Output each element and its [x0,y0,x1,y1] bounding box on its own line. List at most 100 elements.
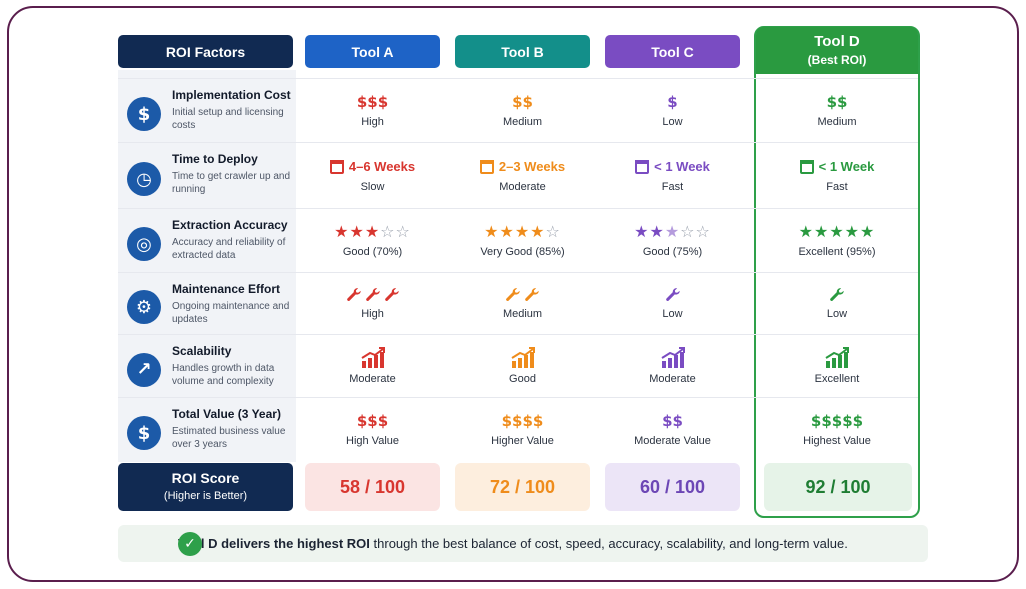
star-icon: ★ [860,222,876,241]
maintenance-label: High [361,308,384,320]
maintenance-cell: Low [605,272,740,334]
accuracy-cell: ★★★★★ Excellent (95%) [756,208,918,272]
row-divider [118,208,918,209]
cost-cell: $$ Medium [756,78,918,142]
header-roi-factors: ROI Factors [118,35,293,68]
header-tool-a-label: Tool A [351,43,394,60]
accuracy-label: Excellent (95%) [798,246,876,258]
star-rating: ★★★☆☆ [634,222,711,242]
cost-label: Medium [502,116,543,128]
cost-symbols: $$$ [356,93,389,111]
scalability-label: Excellent [814,372,860,385]
deploy-cell: < 1 Week Fast [605,142,740,208]
cost-label: Low [662,116,683,128]
wrench-icon [665,288,680,301]
score-tool-d-value: 92 / 100 [805,476,871,497]
factor-desc: Handles growth in data volume and comple… [172,363,275,387]
dollar-icon: $ [127,97,161,131]
calendar-icon [479,160,494,174]
roi-score-sub: (Higher is Better) [163,490,248,502]
dollar-icon: $ [127,416,161,450]
calendar-icon [635,160,650,174]
score-tool-a: 58 / 100 [305,463,440,511]
header-tool-c-label: Tool C [651,43,694,60]
value-label: Moderate Value [634,435,711,447]
summary-bold: Tool D delivers the highest ROI [178,536,370,551]
summary-banner: Tool D delivers the highest ROI through … [118,525,928,562]
deploy-label: Fast [661,181,684,193]
accuracy-cell: ★★★☆☆ Good (75%) [605,208,740,272]
star-icon: ★ [334,222,350,241]
deploy-cell: 4–6 Weeks Slow [305,142,440,208]
cost-cell: $ Low [605,78,740,142]
value-cell: $$$ High Value [305,397,440,461]
star-icon: ★ [829,222,845,241]
score-tool-b-value: 72 / 100 [489,476,556,497]
accuracy-cell: ★★★★☆ Very Good (85%) [455,208,590,272]
factor-title: Time to Deploy [172,152,258,166]
cost-label: Medium [817,116,857,128]
star-icon: ★ [634,222,650,241]
cost-symbols: $$ [512,93,533,111]
star-icon: ★ [530,222,546,241]
deploy-value: 4–6 Weeks [329,157,416,177]
star-icon: ★ [798,222,814,241]
calendar-icon [329,160,344,174]
value-label: High Value [346,435,399,447]
roi-score-label: ROI Score (Higher is Better) [118,463,293,511]
target-icon: ◎ [127,227,161,261]
factor-desc: Time to get crawler up and running [172,171,291,195]
factor-title: Total Value (3 Year) [172,407,281,421]
wrench-group [828,286,846,304]
cost-cell: $$ Medium [455,78,590,142]
maintenance-cell: High [305,272,440,334]
deploy-weeks: 4–6 Weeks [348,159,416,174]
factor-desc: Accuracy and reliability of extracted da… [172,237,286,261]
scalability-cell: Moderate [605,334,740,397]
star-rating: ★★★★☆ [484,222,561,242]
scalability-label: Moderate [649,372,696,385]
score-tool-c-value: 60 / 100 [639,476,706,497]
factor-desc: Estimated business value over 3 years [172,426,286,450]
wrench-group [504,286,541,304]
row-divider [118,397,918,398]
cost-symbols: $ [667,93,678,111]
header-tool-a: Tool A [305,35,440,68]
header-tool-d-sub: (Best ROI) [807,52,867,67]
star-icon: ☆ [695,222,711,241]
star-icon: ★ [813,222,830,241]
row-divider [118,78,918,79]
factor-desc: Ongoing maintenance and updates [172,301,290,325]
value-symbols: $$$$$ [810,412,864,430]
summary-rest: through the best balance of cost, speed,… [369,536,848,551]
trend-up-icon: ↗ [127,352,161,387]
deploy-weeks: < 1 Week [654,159,710,174]
wrench-icon [525,288,539,301]
row-divider [118,334,918,335]
header-roi-factors-label: ROI Factors [165,43,246,60]
maintenance-label: Medium [502,308,543,320]
star-icon: ☆ [680,222,696,241]
deploy-cell: 2–3 Weeks Moderate [455,142,590,208]
score-tool-c: 60 / 100 [605,463,740,511]
growth-chart-icon [360,346,385,368]
star-icon: ★ [499,222,515,241]
calendar-icon [799,160,814,174]
deploy-value: 2–3 Weeks [479,157,565,177]
star-icon: ★ [514,222,531,241]
wrench-icon [384,288,399,301]
scalability-cell: Excellent [756,334,918,397]
deploy-value: < 1 Week [799,157,874,177]
value-label: Higher Value [491,435,554,447]
deploy-value: < 1 Week [635,157,710,177]
deploy-label: Slow [360,181,385,193]
row-divider [118,272,918,273]
wrench-icon [365,288,380,301]
star-icon: ★ [664,222,681,241]
star-rating: ★★★★★ [799,222,876,242]
factor-desc: Initial setup and licensing costs [172,107,284,131]
growth-chart-icon [660,346,685,368]
value-symbols: $$$$ [501,412,544,430]
star-icon: ★ [364,222,381,241]
growth-chart-icon [825,346,849,368]
